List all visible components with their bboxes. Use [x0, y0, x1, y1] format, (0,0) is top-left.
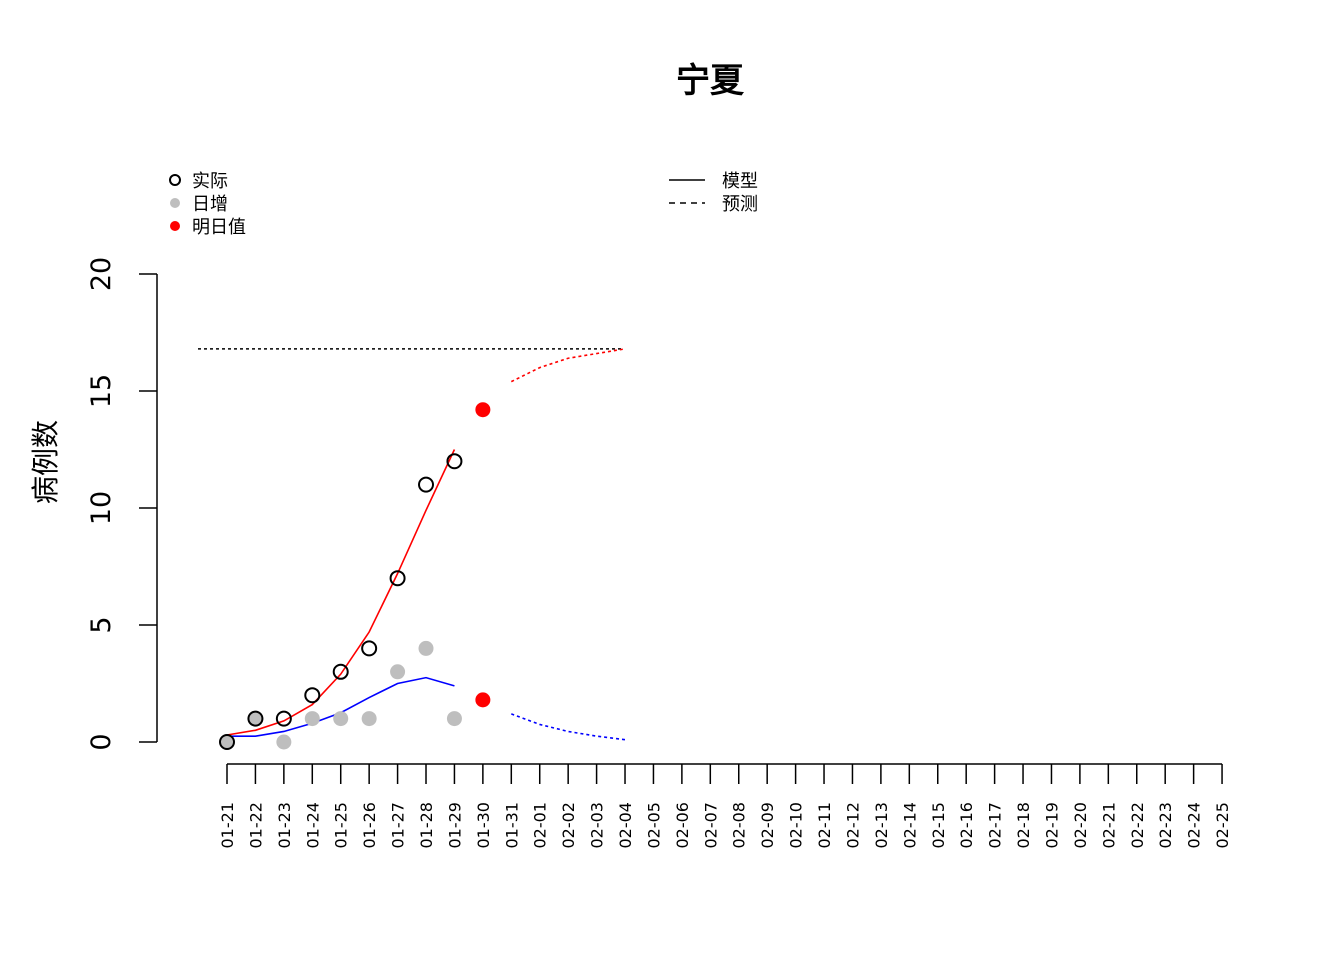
legend-forecast-label: 预测 [722, 194, 758, 215]
x-tick-label: 02-19 [1042, 802, 1061, 849]
daily-increase-point [361, 711, 377, 727]
y-tick-label: 10 [86, 491, 117, 525]
x-tick-label: 02-14 [900, 802, 919, 849]
daily-increase-point [333, 711, 349, 727]
x-tick-label: 02-23 [1156, 802, 1175, 849]
daily-increase-point [219, 734, 235, 750]
chart-title: 宁夏 [676, 61, 745, 101]
x-axis: 01-21 01-22 01-23 01-24 01-25 01-26 01-27 01-28… [218, 763, 1232, 849]
daily-increase-point [276, 734, 292, 750]
x-tick-label: 02-08 [730, 802, 749, 849]
x-tick-label: 02-13 [872, 802, 891, 849]
x-tick-label: 02-15 [929, 802, 948, 849]
x-tick-label: 02-05 [644, 802, 663, 849]
x-tick-label: 02-22 [1128, 802, 1147, 849]
legend-next-day-marker [170, 221, 180, 231]
actual-point [418, 476, 435, 493]
daily-increase-point [446, 711, 462, 727]
x-tick-label: 01-29 [445, 802, 464, 849]
x-tick-label: 02-16 [957, 802, 976, 849]
x-tick-label: 02-25 [1213, 802, 1232, 849]
x-tick-label: 01-23 [275, 802, 294, 849]
series-layer [198, 348, 626, 750]
forecast-daily-line [511, 713, 626, 741]
y-tick-label: 0 [86, 733, 117, 750]
x-tick-label: 02-18 [1014, 802, 1033, 849]
model-daily-line [227, 676, 455, 737]
x-tick-label: 01-31 [502, 802, 521, 849]
x-tick-label: 02-20 [1071, 802, 1090, 849]
x-tick-label: 01-27 [389, 802, 408, 849]
x-tick-label: 02-07 [701, 802, 720, 849]
x-tick-label: 01-26 [360, 802, 379, 849]
x-tick-label: 02-24 [1185, 802, 1204, 849]
daily-increase-point [390, 664, 406, 680]
y-axis-label: 病例数 [29, 420, 62, 504]
legend-right: 模型 预测 [669, 171, 758, 215]
next-day-increase-point [475, 692, 491, 708]
x-tick-label: 02-21 [1099, 802, 1118, 849]
daily-increase-point [247, 711, 263, 727]
forecast-cumulative-line [510, 348, 626, 383]
legend-next-day-label: 明日值 [192, 217, 246, 238]
actual-point [304, 687, 321, 704]
x-tick-label: 02-04 [616, 802, 635, 849]
x-tick-label: 01-30 [474, 802, 493, 849]
y-tick-label: 15 [86, 374, 117, 408]
actual-point [247, 710, 264, 727]
x-tick-label: 02-17 [986, 802, 1005, 849]
x-tick-label: 01-21 [218, 802, 237, 849]
legend-daily-label: 日增 [192, 194, 228, 215]
actual-point [361, 640, 378, 657]
legend-left: 实际 日增 明日值 [169, 171, 246, 238]
legend-daily-marker [170, 198, 180, 208]
next-day-cumulative-point [475, 402, 491, 418]
x-tick-label: 02-09 [758, 802, 777, 849]
x-tick-label: 02-12 [843, 802, 862, 849]
actual-point [275, 710, 292, 727]
daily-increase-point [418, 640, 434, 656]
daily-increase-point [304, 711, 320, 727]
x-tick-label: 01-25 [332, 802, 351, 849]
x-tick-label: 01-28 [417, 802, 436, 849]
model-cumulative-line [226, 449, 456, 736]
actual-point [446, 453, 463, 470]
x-tick-label: 02-10 [787, 802, 806, 849]
x-tick-label: 02-06 [673, 802, 692, 849]
y-axis: 0 5 10 15 20 [86, 257, 158, 751]
x-tick-label: 01-24 [303, 802, 322, 849]
legend-model-label: 模型 [722, 171, 758, 192]
actual-point [389, 570, 406, 587]
legend-actual-marker [169, 174, 181, 186]
x-tick-label: 02-03 [588, 802, 607, 849]
legend-actual-label: 实际 [192, 171, 228, 192]
x-tick-label: 01-22 [246, 802, 265, 849]
x-tick-label: 02-02 [559, 802, 578, 849]
x-tick-label: 02-01 [531, 802, 550, 849]
x-tick-label: 02-11 [815, 802, 834, 849]
y-tick-label: 5 [86, 616, 117, 633]
actual-point [332, 663, 349, 680]
actual-point [219, 734, 235, 750]
y-tick-label: 20 [86, 257, 117, 291]
